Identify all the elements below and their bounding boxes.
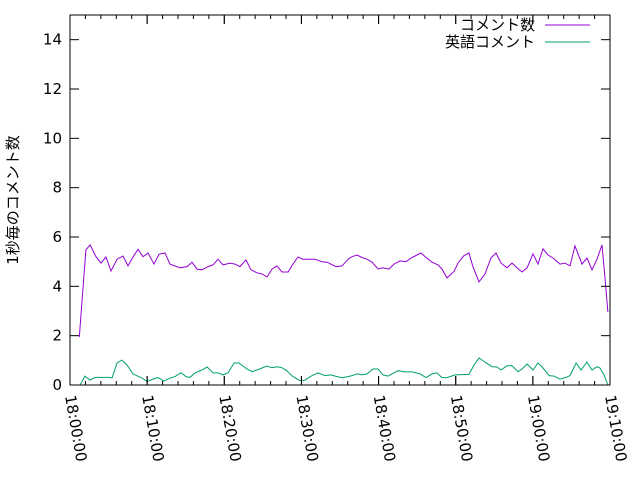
y-tick-label: 2	[52, 327, 62, 345]
x-tick-label: 18:40:00	[370, 394, 399, 463]
legend: コメント数 英語コメント	[445, 16, 590, 51]
y-tick-label: 8	[52, 179, 62, 197]
y-tick-label: 14	[43, 31, 62, 49]
x-tick-label: 19:00:00	[524, 394, 553, 463]
legend-label-1: 英語コメント	[445, 33, 535, 51]
x-tick-label: 18:20:00	[215, 394, 244, 463]
x-tick-label: 18:50:00	[447, 394, 476, 463]
x-tick-label: 18:00:00	[61, 394, 90, 463]
x-tick-label: 19:10:00	[601, 394, 630, 463]
y-tick-label: 12	[43, 80, 62, 98]
y-axis-label: 1秒毎のコメント数	[4, 135, 22, 265]
legend-label-0: コメント数	[460, 16, 535, 34]
y-tick-label: 0	[52, 376, 62, 394]
y-tick-label: 6	[52, 228, 62, 246]
series-line-1	[79, 357, 609, 386]
y-tick-label: 10	[43, 129, 62, 147]
series-line-0	[78, 244, 609, 338]
x-tick-label: 18:10:00	[138, 394, 167, 463]
y-tick-label: 4	[52, 277, 62, 295]
x-tick-label: 18:30:00	[292, 394, 321, 463]
plot-frame	[69, 14, 611, 386]
